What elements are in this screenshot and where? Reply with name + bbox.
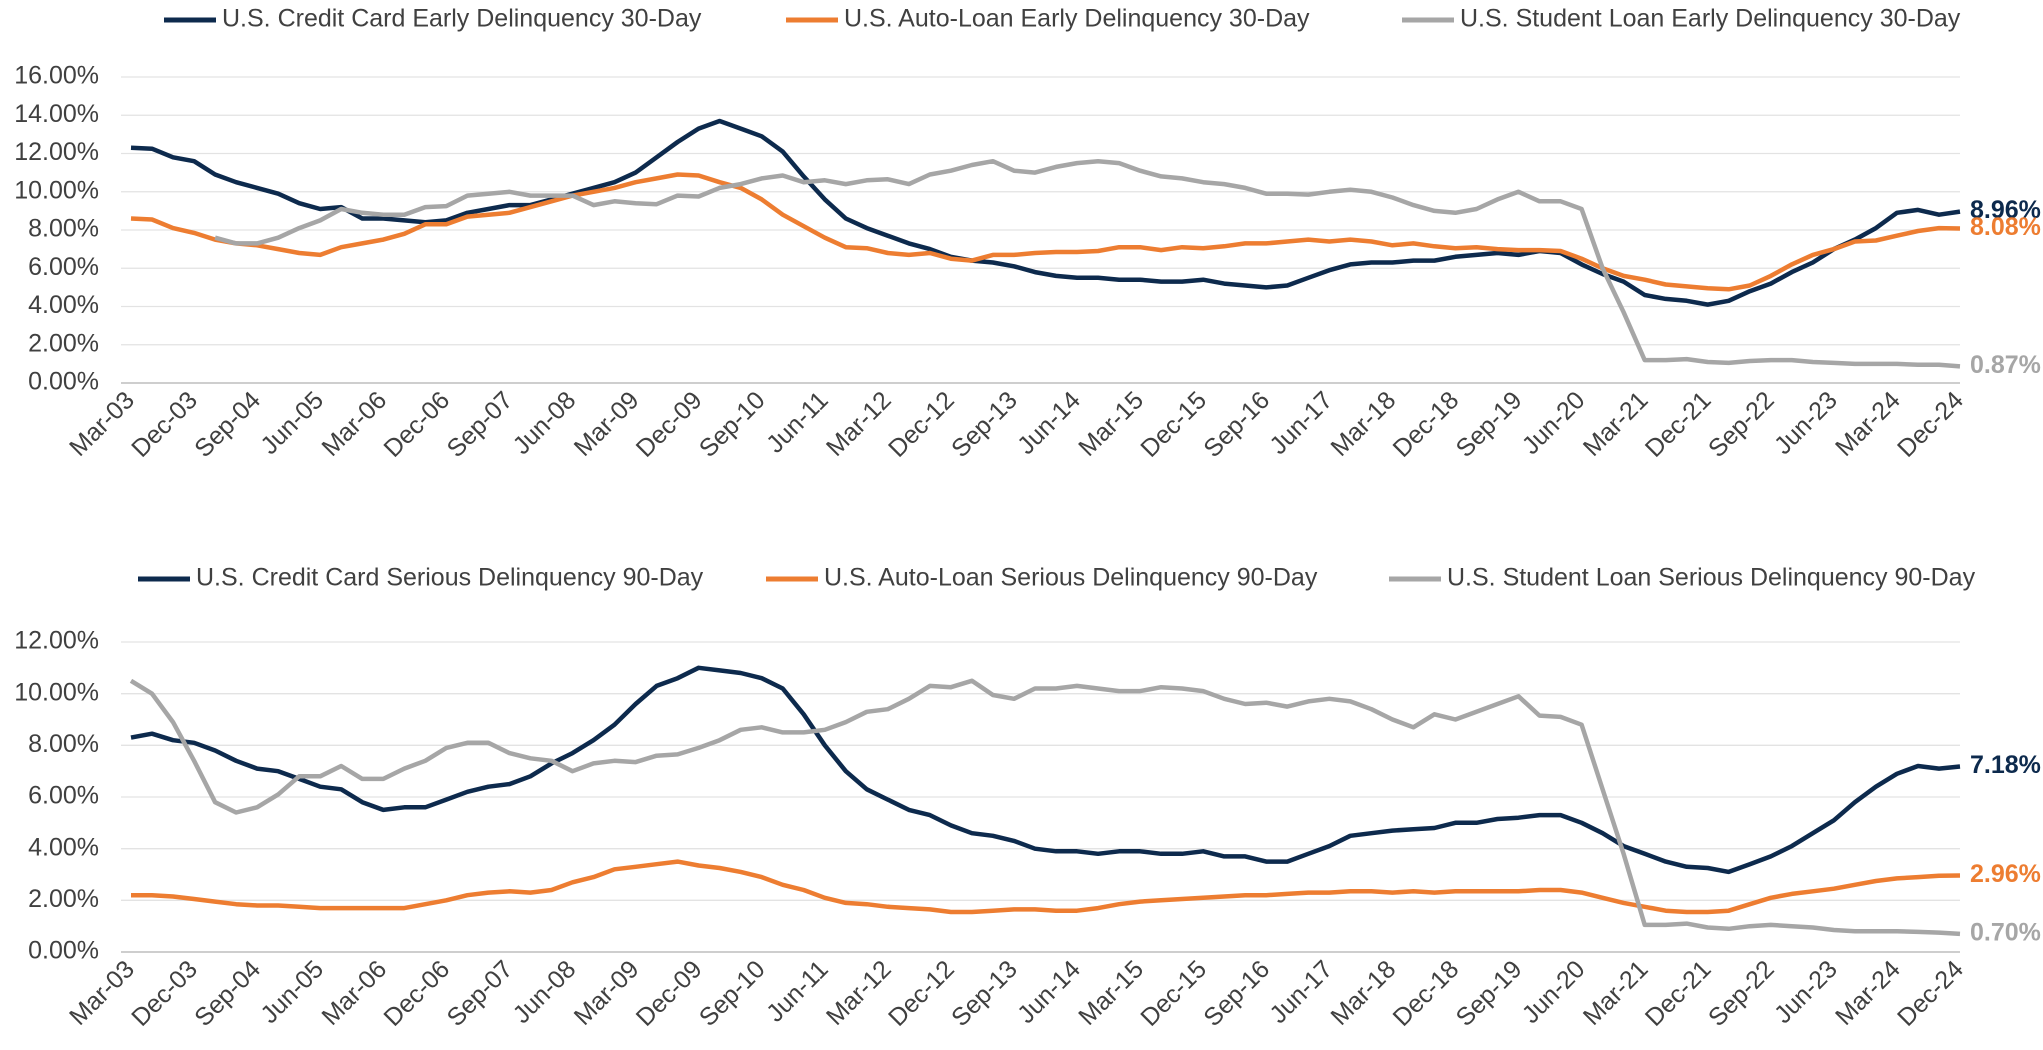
y-tick-label: 0.00% — [28, 368, 99, 396]
end-label: 0.87% — [1970, 351, 2041, 379]
x-tick-label: Mar-15 — [1073, 955, 1149, 1031]
y-tick-label: 16.00% — [14, 62, 99, 90]
x-tick-label: Jun-08 — [508, 386, 582, 460]
y-tick-label: 6.00% — [28, 253, 99, 281]
x-tick-label: Jun-20 — [1517, 386, 1591, 460]
x-tick-label: Mar-12 — [821, 955, 897, 1031]
x-tick-label: Sep-16 — [1198, 955, 1275, 1032]
end-label: 8.96% — [1970, 196, 2041, 224]
y-tick-label: 8.00% — [28, 730, 99, 758]
x-tick-label: Mar-21 — [1578, 955, 1654, 1031]
line-series — [130, 172, 1961, 292]
x-tick-label: Mar-03 — [64, 386, 140, 462]
x-tick-label: Jun-05 — [255, 955, 329, 1029]
legend-label: U.S. Auto-Loan Early Delinquency 30-Day — [844, 5, 1310, 33]
y-tick-label: 10.00% — [14, 176, 99, 204]
x-tick-label: Jun-20 — [1517, 955, 1591, 1029]
x-tick-label: Jun-23 — [1769, 386, 1843, 460]
x-tick-label: Dec-18 — [1388, 955, 1465, 1032]
x-tick-label: Sep-04 — [189, 955, 266, 1032]
x-tick-label: Dec-06 — [378, 955, 455, 1032]
y-tick-label: 4.00% — [28, 291, 99, 319]
x-tick-label: Dec-18 — [1388, 386, 1465, 463]
x-tick-label: Dec-09 — [631, 386, 708, 463]
legend-label: U.S. Student Loan Serious Delinquency 90… — [1447, 564, 1976, 592]
x-tick-label: Dec-15 — [1135, 386, 1212, 463]
y-tick-label: 8.00% — [28, 215, 99, 243]
x-tick-label: Sep-22 — [1703, 955, 1780, 1032]
end-label: 2.96% — [1970, 860, 2041, 888]
x-tick-label: Sep-07 — [442, 955, 519, 1032]
y-tick-label: 10.00% — [14, 678, 99, 706]
x-tick-label: Sep-10 — [694, 955, 771, 1032]
x-tick-label: Mar-09 — [569, 386, 645, 462]
x-tick-label: Sep-10 — [694, 386, 771, 463]
y-tick-label: 6.00% — [28, 782, 99, 810]
x-tick-label: Dec-03 — [126, 386, 203, 463]
x-tick-label: Sep-13 — [946, 386, 1023, 463]
x-tick-label: Dec-15 — [1135, 955, 1212, 1032]
legend-label: U.S. Student Loan Early Delinquency 30-D… — [1460, 5, 1961, 33]
x-tick-label: Mar-15 — [1073, 386, 1149, 462]
end-label: 8.08% — [1970, 213, 2041, 241]
legend-label: U.S. Credit Card Serious Delinquency 90-… — [196, 564, 704, 592]
line-series — [129, 678, 1961, 937]
x-tick-label: Jun-11 — [761, 955, 834, 1028]
x-tick-label: Mar-09 — [569, 955, 645, 1031]
x-tick-label: Jun-23 — [1769, 955, 1843, 1029]
x-tick-label: Mar-03 — [64, 955, 140, 1031]
x-tick-label: Jun-05 — [255, 386, 329, 460]
y-tick-label: 4.00% — [28, 833, 99, 861]
x-tick-label: Jun-08 — [508, 955, 582, 1029]
x-tick-label: Sep-22 — [1703, 386, 1780, 463]
x-tick-label: Dec-24 — [1892, 955, 1969, 1032]
x-tick-label: Dec-21 — [1640, 955, 1717, 1032]
x-tick-label: Mar-18 — [1326, 386, 1402, 462]
y-tick-label: 12.00% — [14, 627, 99, 655]
y-tick-label: 0.00% — [28, 937, 99, 965]
x-tick-label: Mar-12 — [821, 386, 897, 462]
end-label: 7.18% — [1970, 751, 2041, 779]
y-tick-label: 14.00% — [14, 100, 99, 128]
y-tick-label: 12.00% — [14, 138, 99, 166]
x-tick-label: Mar-06 — [316, 386, 392, 462]
y-tick-label: 2.00% — [28, 329, 99, 357]
x-tick-label: Dec-06 — [378, 386, 455, 463]
end-label: 0.70% — [1970, 919, 2041, 947]
x-tick-label: Sep-19 — [1451, 386, 1528, 463]
line-series — [130, 665, 1961, 875]
legend-label: U.S. Credit Card Early Delinquency 30-Da… — [222, 5, 702, 33]
x-tick-label: Jun-17 — [1264, 386, 1338, 460]
legend-label: U.S. Auto-Loan Serious Delinquency 90-Da… — [824, 564, 1318, 592]
x-tick-label: Dec-03 — [126, 955, 203, 1032]
x-tick-label: Mar-18 — [1326, 955, 1402, 1031]
x-tick-label: Sep-13 — [946, 955, 1023, 1032]
x-tick-label: Mar-24 — [1830, 955, 1906, 1031]
line-series — [131, 859, 1961, 915]
x-tick-label: Dec-24 — [1892, 386, 1969, 463]
x-tick-label: Mar-21 — [1578, 386, 1654, 462]
x-tick-label: Sep-19 — [1451, 955, 1528, 1032]
line-series — [130, 118, 1961, 307]
x-tick-label: Mar-06 — [316, 955, 392, 1031]
x-tick-label: Mar-24 — [1830, 386, 1906, 462]
x-tick-label: Sep-16 — [1198, 386, 1275, 463]
x-tick-label: Dec-09 — [631, 955, 708, 1032]
x-tick-label: Jun-14 — [1012, 955, 1086, 1029]
x-tick-label: Dec-12 — [883, 386, 960, 463]
x-tick-label: Jun-14 — [1012, 386, 1086, 460]
x-tick-label: Sep-07 — [442, 386, 519, 463]
x-tick-label: Dec-21 — [1640, 386, 1717, 463]
x-tick-label: Dec-12 — [883, 955, 960, 1032]
x-tick-label: Jun-11 — [761, 386, 834, 459]
line-series — [214, 158, 1961, 369]
x-tick-label: Jun-17 — [1264, 955, 1338, 1029]
y-tick-label: 2.00% — [28, 885, 99, 913]
x-tick-label: Sep-04 — [189, 386, 266, 463]
